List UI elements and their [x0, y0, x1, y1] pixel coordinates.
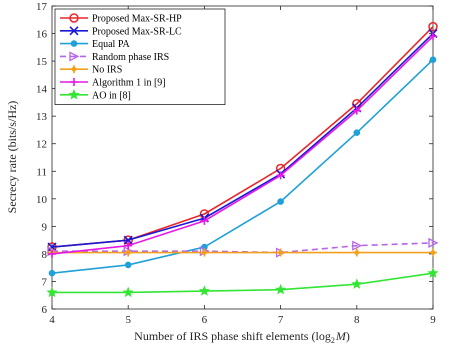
- legend-item-algorithm-1-in-9: Algorithm 1 in [9]: [60, 78, 166, 89]
- y-axis-label: Secrecy rate (bits/s/Hz): [5, 101, 19, 214]
- data-point-ao-in-8: [351, 278, 363, 289]
- legend-marker: [70, 65, 78, 74]
- legend-marker: [69, 26, 79, 36]
- legend-label: No IRS: [92, 65, 122, 76]
- data-point-ao-in-8: [198, 285, 210, 296]
- y-tick-label: 14: [36, 84, 48, 96]
- data-point-equal-pa: [124, 261, 132, 269]
- data-point-ao-in-8: [427, 267, 439, 278]
- series-line-algorithm-1-in-9: [51, 35, 434, 255]
- data-point-no-irs: [200, 248, 209, 257]
- data-point-equal-pa: [277, 198, 284, 205]
- data-point-algorithm-1-in-9: [352, 106, 361, 115]
- data-point-random-phase-irs: [428, 237, 439, 248]
- data-point-ao-in-8: [46, 286, 58, 298]
- y-tick-label: 9: [42, 221, 48, 233]
- x-axis-label: Number of IRS phase shift elements (log2…: [134, 329, 350, 345]
- legend-label: Algorithm 1 in [9]: [92, 78, 166, 89]
- series-equal-pa: [48, 56, 437, 277]
- legend-marker: [69, 51, 80, 62]
- data-point-random-phase-irs: [352, 240, 363, 251]
- legend-label: Proposed Max-SR-LC: [92, 26, 182, 37]
- x-tick-label: 7: [278, 314, 284, 326]
- data-point-proposed-max-sr-hp: [428, 21, 438, 32]
- legend-marker: [70, 78, 78, 86]
- data-point-no-irs: [276, 248, 285, 257]
- series-ao-in-8: [46, 267, 439, 298]
- legend-item-ao-in-8: AO in [8]: [60, 88, 131, 101]
- legend-item-proposed-max-sr-lc: Proposed Max-SR-LC: [60, 26, 182, 37]
- data-point-no-irs: [124, 248, 133, 257]
- y-tick-label: 12: [36, 139, 47, 151]
- data-point-proposed-max-sr-lc: [123, 235, 133, 245]
- data-point-equal-pa: [429, 56, 437, 64]
- data-point-proposed-max-sr-lc: [47, 242, 57, 252]
- data-point-no-irs: [429, 248, 437, 257]
- axis-ticks: 4 5 6 7 8 9 6 7 8 9 10 11 12 13 14 15 16 17: [36, 1, 436, 326]
- data-point-ao-in-8: [122, 286, 134, 298]
- legend-item-equal-pa: Equal PA: [60, 39, 130, 50]
- series-line-proposed-max-sr-lc: [51, 32, 434, 248]
- data-point-equal-pa: [48, 269, 56, 277]
- data-point-no-irs: [352, 248, 361, 257]
- data-point-ao-in-8: [275, 283, 287, 295]
- data-point-equal-pa: [353, 129, 361, 137]
- x-tick-label: 4: [49, 314, 55, 326]
- data-point-algorithm-1-in-9: [124, 241, 133, 250]
- legend-marker: [68, 88, 80, 100]
- legend-item-proposed-max-sr-hp: Proposed Max-SR-HP: [60, 13, 182, 25]
- legend-label: Equal PA: [92, 39, 130, 50]
- y-tick-label: 11: [36, 166, 47, 178]
- legend-item-no-irs: No IRS: [60, 65, 122, 76]
- x-tick-label: 9: [430, 314, 436, 326]
- x-tick-label: 6: [202, 314, 208, 326]
- data-point-algorithm-1-in-9: [200, 216, 209, 225]
- series-line-equal-pa: [51, 59, 434, 274]
- legend-marker: [69, 13, 79, 23]
- y-tick-label: 16: [36, 29, 48, 41]
- legend-label: Proposed Max-SR-HP: [92, 14, 182, 25]
- legend-label: Random phase IRS: [92, 52, 169, 63]
- series-algorithm-1-in-9: [48, 32, 437, 258]
- data-point-algorithm-1-in-9: [276, 171, 285, 180]
- series-line-ao-in-8: [52, 272, 434, 294]
- y-tick-label: 7: [42, 276, 48, 288]
- x-tick-label: 5: [125, 314, 131, 326]
- y-tick-label: 13: [36, 111, 48, 123]
- x-tick-label: 8: [354, 314, 360, 326]
- y-tick-label: 10: [36, 194, 48, 206]
- series-layer: [46, 21, 439, 298]
- data-point-algorithm-1-in-9: [48, 249, 56, 258]
- y-tick-label: 15: [36, 56, 48, 68]
- data-point-algorithm-1-in-9: [429, 32, 437, 41]
- y-tick-label: 17: [36, 1, 48, 13]
- legend-label: AO in [8]: [92, 90, 131, 101]
- legend-item-random-phase-irs: Random phase IRS: [60, 51, 169, 63]
- y-tick-label: 8: [42, 249, 48, 261]
- legend-marker: [70, 40, 78, 47]
- y-tick-label: 6: [42, 304, 48, 316]
